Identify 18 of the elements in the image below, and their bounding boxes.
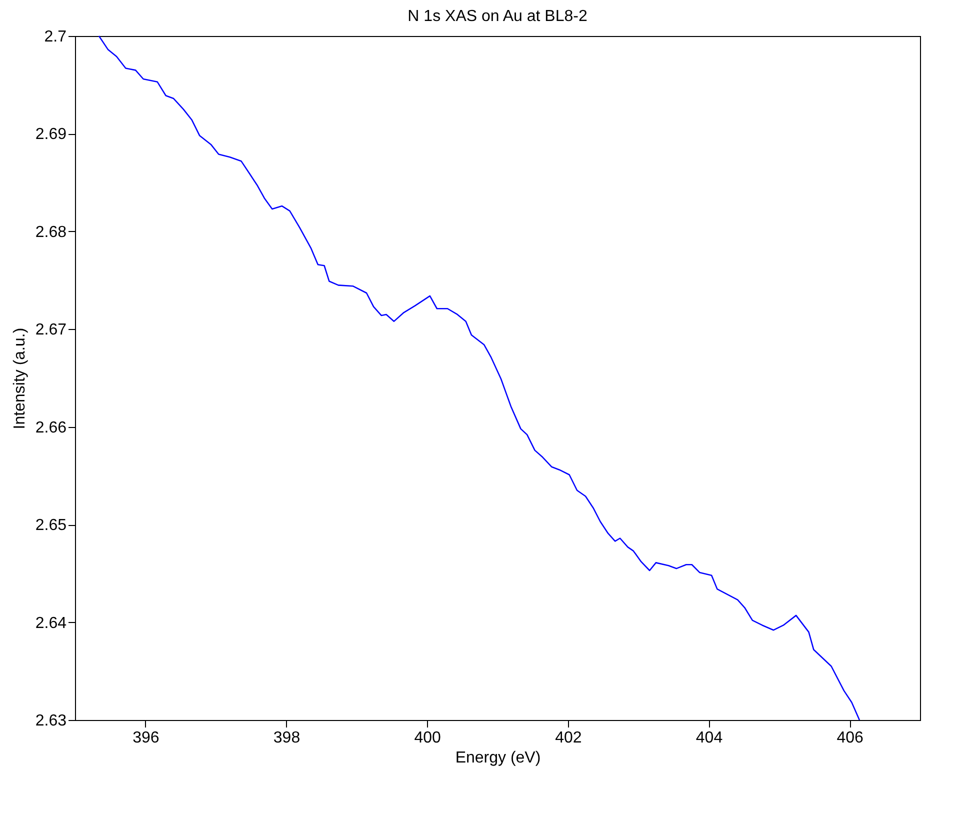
y-tick-label: 2.67 [35,322,67,339]
y-tick-label: 2.69 [35,126,67,144]
y-tick-label: 2.64 [35,614,67,632]
y-tick-label: 2.63 [35,712,67,730]
y-tick-label: 2.66 [35,419,67,436]
y-tick-label: 2.7 [44,28,67,46]
x-tick-label: 404 [696,730,723,746]
line-series [98,35,860,721]
x-tick-label: 398 [273,730,300,746]
y-tick-label: 2.68 [35,224,67,241]
y-axis-title: Intensity (a.u.) [11,328,28,430]
chart-title: N 1s XAS on Au at BL8-2 [408,8,588,25]
x-tick-label: 402 [555,730,582,746]
x-tick-label: 400 [414,730,442,746]
x-tick-label: 396 [132,730,160,746]
y-tick-label: 2.65 [35,517,67,534]
x-axis-title: Energy (eV) [455,750,541,766]
x-tick-label: 406 [836,730,864,746]
